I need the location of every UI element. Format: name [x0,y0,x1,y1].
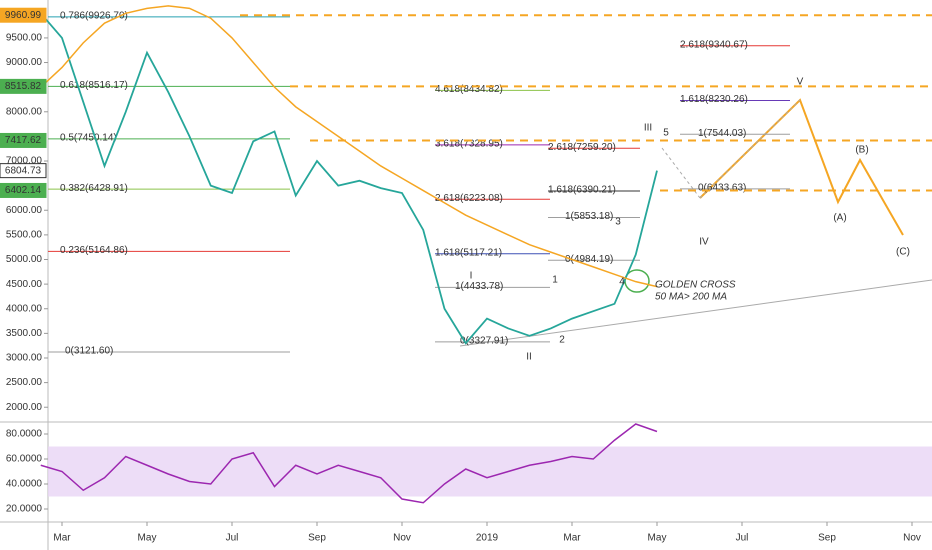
fib-label: 0.618(8516.17) [60,80,128,91]
fib-label: 2.618(9340.67) [680,39,748,50]
fib-label: 1.618(8230.26) [680,94,748,105]
wave-label: 1 [552,275,558,286]
price-badge-label: 6804.73 [5,165,42,176]
trend-line [459,279,932,347]
x-tick-label: Nov [393,533,411,544]
x-tick-label: Mar [563,533,581,544]
projection-path [699,98,904,236]
y-tick-label: 3500.00 [6,328,43,339]
y-tick-label: 9000.00 [6,57,43,68]
price-badge-label: 6402.14 [5,185,42,196]
wave-label: 2 [559,335,565,346]
wave-label: II [526,352,532,363]
fib-label: 2.618(7259.20) [548,142,616,153]
fib-label: 1.618(6390.21) [548,185,616,196]
y-tick-label: 4000.00 [6,303,43,314]
y-tick-label: 8000.00 [6,106,43,117]
wave-label: V [797,77,804,88]
price-badge [0,78,47,94]
series-line [40,12,658,345]
wave-label: (C) [896,247,910,258]
wave-label: GOLDEN CROSS [655,280,736,291]
y-tick-label: 3000.00 [6,353,43,364]
x-tick-label: 2019 [476,533,499,544]
fib-label: 1(7544.03) [698,128,746,139]
y-tick-label: 60.0000 [6,454,43,465]
y-tick-label: 80.0000 [6,429,43,440]
wave-label: IV [699,237,709,248]
fib-label: 2.618(6223.08) [435,193,503,204]
fib-label: 0.236(5164.86) [60,245,128,256]
wave-label: 3 [615,217,621,228]
wave-label: 50 MA> 200 MA [655,292,727,303]
fib-label: 1.618(5117.21) [435,247,502,258]
y-tick-label: 4500.00 [6,279,43,290]
series-line [40,423,658,504]
price-badge-label: 9960.99 [5,10,42,21]
x-tick-label: Nov [903,533,921,544]
fib-label: 0.382(6428.91) [60,183,128,194]
x-tick-label: May [138,533,157,544]
fib-label: 1(5853.18) [565,211,613,222]
x-tick-label: Mar [53,533,71,544]
fib-label: 0(4984.19) [565,254,613,265]
y-tick-label: 5500.00 [6,230,43,241]
fib-label: 0(6433.63) [698,183,746,194]
price-badge [0,182,47,198]
price-badge [0,132,47,148]
y-tick-label: 2000.00 [6,402,43,413]
x-tick-label: Jul [736,533,749,544]
projection-dash [699,99,801,199]
x-tick-label: Sep [818,533,836,544]
x-tick-label: Sep [308,533,326,544]
fib-label: 0.5(7450.14) [60,132,117,143]
fib-label: 3.618(7328.95) [435,138,503,149]
y-tick-label: 40.0000 [6,479,43,490]
fib-label: 1(4433.78) [455,281,503,292]
y-tick-label: 20.0000 [6,504,43,515]
wave-label: I [470,271,473,282]
x-tick-label: May [648,533,667,544]
wave-label: 4 [619,277,625,288]
x-tick-label: Jul [226,533,239,544]
projection-dash [661,147,701,199]
price-badge [0,7,47,23]
wave-label: 5 [663,128,669,139]
fib-label: 0.786(9926.70) [60,11,128,22]
y-tick-label: 6000.00 [6,205,43,216]
wave-label: III [644,123,652,134]
series-line [40,5,658,288]
fib-label: 4.618(8434.82) [435,84,503,95]
fib-label: 0(3121.60) [65,346,113,357]
price-badge [0,163,47,179]
fib-label: 0(3327.91) [460,335,508,346]
wave-label: (A) [833,213,846,224]
rsi-band [48,446,932,497]
y-tick-label: 2500.00 [6,377,43,388]
y-tick-label: 7000.00 [6,156,43,167]
y-tick-label: 5000.00 [6,254,43,265]
price-badge-label: 8515.82 [5,81,42,92]
price-badge-label: 7417.62 [5,135,42,146]
wave-label: (B) [855,145,868,156]
y-tick-label: 9500.00 [6,33,43,44]
